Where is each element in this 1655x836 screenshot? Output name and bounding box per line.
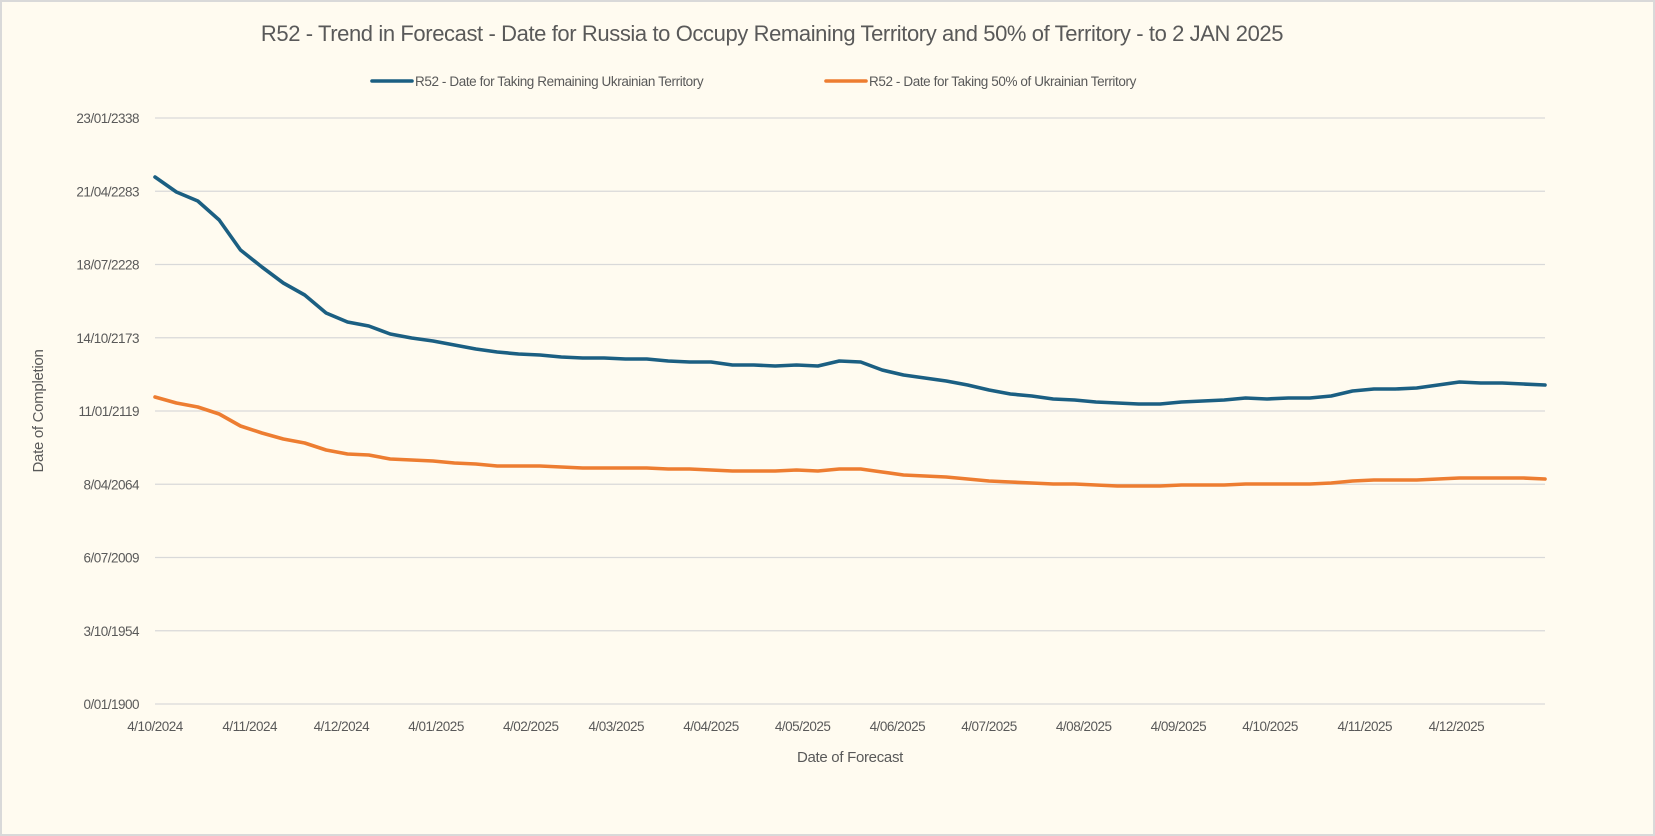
x-tick-label: 4/08/2025 (1056, 719, 1112, 734)
y-tick-label: 11/01/2119 (78, 404, 139, 419)
series-lines (153, 175, 1547, 488)
legend-label: R52 - Date for Taking 50% of Ukrainian T… (869, 74, 1137, 89)
series-line (153, 395, 1547, 488)
x-tick-label: 4/03/2025 (589, 719, 645, 734)
legend: R52 - Date for Taking Remaining Ukrainia… (370, 74, 1137, 89)
y-tick-label: 6/07/2009 (83, 551, 139, 566)
x-tick-label: 4/07/2025 (961, 719, 1017, 734)
y-axis-title: Date of Completion (30, 349, 47, 472)
x-tick-label: 4/06/2025 (870, 719, 926, 734)
y-tick-label: 18/07/2228 (76, 258, 139, 273)
x-tick-label: 4/11/2024 (222, 719, 278, 734)
gridlines (155, 117, 1545, 705)
x-tick-label: 4/12/2025 (1429, 719, 1485, 734)
y-tick-label: 0/01/1900 (83, 697, 139, 712)
x-tick-label: 4/02/2025 (503, 719, 559, 734)
series-line (153, 175, 1547, 406)
x-tick-label: 4/04/2025 (683, 719, 739, 734)
x-tick-label: 4/12/2024 (314, 719, 371, 734)
y-tick-label: 14/10/2173 (76, 331, 139, 346)
legend-item: R52 - Date for Taking Remaining Ukrainia… (370, 74, 704, 89)
x-tick-label: 4/01/2025 (408, 719, 464, 734)
chart-title: R52 - Trend in Forecast - Date for Russi… (261, 21, 1283, 46)
x-axis-ticks: 4/10/2024 4/11/2024 4/12/2024 4/01/2025 4/02… (127, 719, 1484, 734)
x-tick-label: 4/11/2025 (1337, 719, 1392, 734)
y-tick-label: 21/04/2283 (76, 184, 139, 199)
x-tick-label: 4/05/2025 (775, 719, 831, 734)
legend-label: R52 - Date for Taking Remaining Ukrainia… (415, 74, 704, 89)
legend-item: R52 - Date for Taking 50% of Ukrainian T… (824, 74, 1137, 89)
y-tick-label: 23/01/2338 (76, 111, 139, 126)
x-tick-label: 4/10/2024 (127, 719, 184, 734)
x-axis-title: Date of Forecast (797, 749, 904, 766)
y-tick-label: 3/10/1954 (83, 624, 140, 639)
y-axis-ticks: 0/01/1900 3/10/1954 6/07/2009 8/04/2064 11/0… (76, 111, 140, 712)
y-tick-label: 8/04/2064 (83, 477, 140, 492)
x-tick-label: 4/10/2025 (1242, 719, 1298, 734)
x-tick-label: 4/09/2025 (1151, 719, 1207, 734)
